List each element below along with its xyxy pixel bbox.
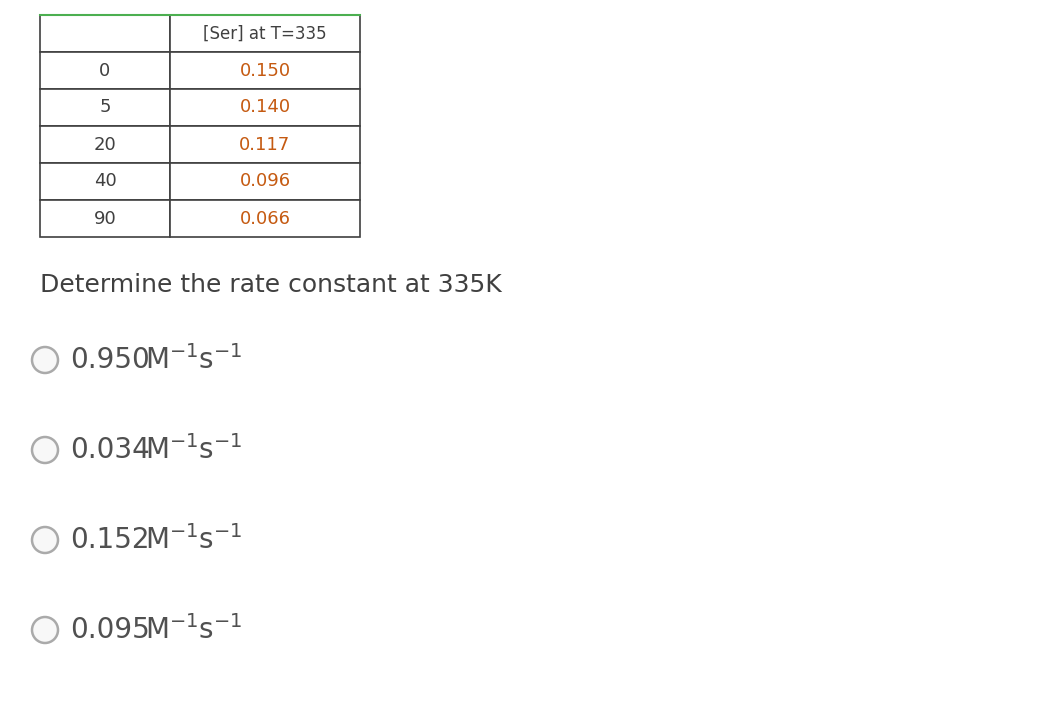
Text: 5: 5 [99,99,110,116]
Text: $\mathregular{M^{-1}s^{-1}}$: $\mathregular{M^{-1}s^{-1}}$ [145,615,243,645]
Text: 40: 40 [94,173,117,190]
Text: 0.140: 0.140 [240,99,290,116]
Text: 0.066: 0.066 [240,210,290,227]
Bar [170,163,360,200]
Text: 0.152: 0.152 [70,526,149,554]
Bar [40,89,170,126]
Bar [170,126,360,163]
Bar [40,126,170,163]
Text: $\mathregular{M^{-1}s^{-1}}$: $\mathregular{M^{-1}s^{-1}}$ [145,435,243,465]
Circle shape [32,347,58,373]
Circle shape [32,617,58,643]
Text: 20: 20 [94,136,117,153]
Text: 0.117: 0.117 [240,136,291,153]
Text: 0: 0 [100,62,110,80]
Circle shape [32,527,58,553]
Bar [40,200,170,237]
Text: $\mathregular{M^{-1}s^{-1}}$: $\mathregular{M^{-1}s^{-1}}$ [145,345,243,375]
Text: $\mathregular{M^{-1}s^{-1}}$: $\mathregular{M^{-1}s^{-1}}$ [145,525,243,555]
Bar [170,200,360,237]
Bar [170,52,360,89]
Bar [40,163,170,200]
Text: 0.034: 0.034 [70,436,149,464]
Text: 0.095: 0.095 [70,616,149,644]
Circle shape [32,437,58,463]
Bar [170,15,360,52]
Bar [40,52,170,89]
Text: 90: 90 [94,210,117,227]
Text: [Ser] at T=335: [Ser] at T=335 [203,25,327,43]
Bar [40,15,170,52]
Text: 0.150: 0.150 [240,62,290,80]
Text: Determine the rate constant at 335K: Determine the rate constant at 335K [40,273,501,297]
Text: 0.096: 0.096 [240,173,290,190]
Text: 0.950: 0.950 [70,346,149,374]
Bar [170,89,360,126]
